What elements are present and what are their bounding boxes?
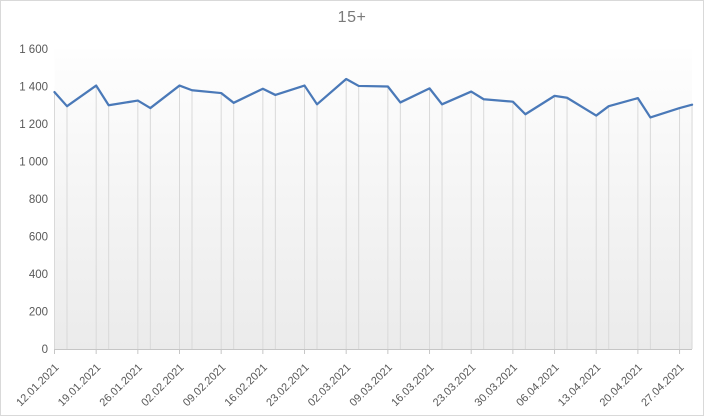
y-axis-tick-label: 1 400 xyxy=(19,82,48,94)
chart-title: 15+ xyxy=(337,9,367,26)
x-axis-tick-label: 20.04.2021 xyxy=(598,362,645,409)
x-axis-tick-label: 16.03.2021 xyxy=(389,362,436,409)
x-axis-tick-label: 30.03.2021 xyxy=(473,362,520,409)
x-axis-tick-label: 13.04.2021 xyxy=(556,362,603,409)
x-axis-tick-label: 26.01.2021 xyxy=(98,362,145,409)
x-axis-tick-label: 06.04.2021 xyxy=(514,362,561,409)
plot-area: 0 200 400 600 800 1 000 1 200 1 400 1 600 12.01.2… xyxy=(14,44,694,409)
y-axis-tick-label: 0 xyxy=(42,344,48,356)
y-axis-tick-label: 600 xyxy=(29,232,48,244)
data-series-line xyxy=(53,77,694,119)
x-axis-tick-label: 16.02.2021 xyxy=(223,362,270,409)
y-axis-tick-label: 800 xyxy=(29,194,48,206)
x-axis-tick-label: 09.02.2021 xyxy=(181,362,228,409)
y-axis-tick-label: 200 xyxy=(29,307,48,319)
y-axis-tick-label: 1 000 xyxy=(19,157,48,169)
x-axis-tick-label: 12.01.2021 xyxy=(14,362,61,409)
x-axis-tick-label: 27.04.2021 xyxy=(639,362,686,409)
x-axis-tick-label: 23.02.2021 xyxy=(264,362,311,409)
x-axis-tick-label: 23.03.2021 xyxy=(431,362,478,409)
y-axis-tick-label: 1 200 xyxy=(19,119,48,131)
y-axis-tick-label: 1 600 xyxy=(19,44,48,56)
x-axis-tick-label: 02.03.2021 xyxy=(306,362,353,409)
x-axis-tick-label: 02.02.2021 xyxy=(139,362,186,409)
x-axis-tick-label: 19.01.2021 xyxy=(56,362,103,409)
y-axis-tick-label: 400 xyxy=(29,269,48,281)
x-axis-tick-label: 09.03.2021 xyxy=(348,362,395,409)
